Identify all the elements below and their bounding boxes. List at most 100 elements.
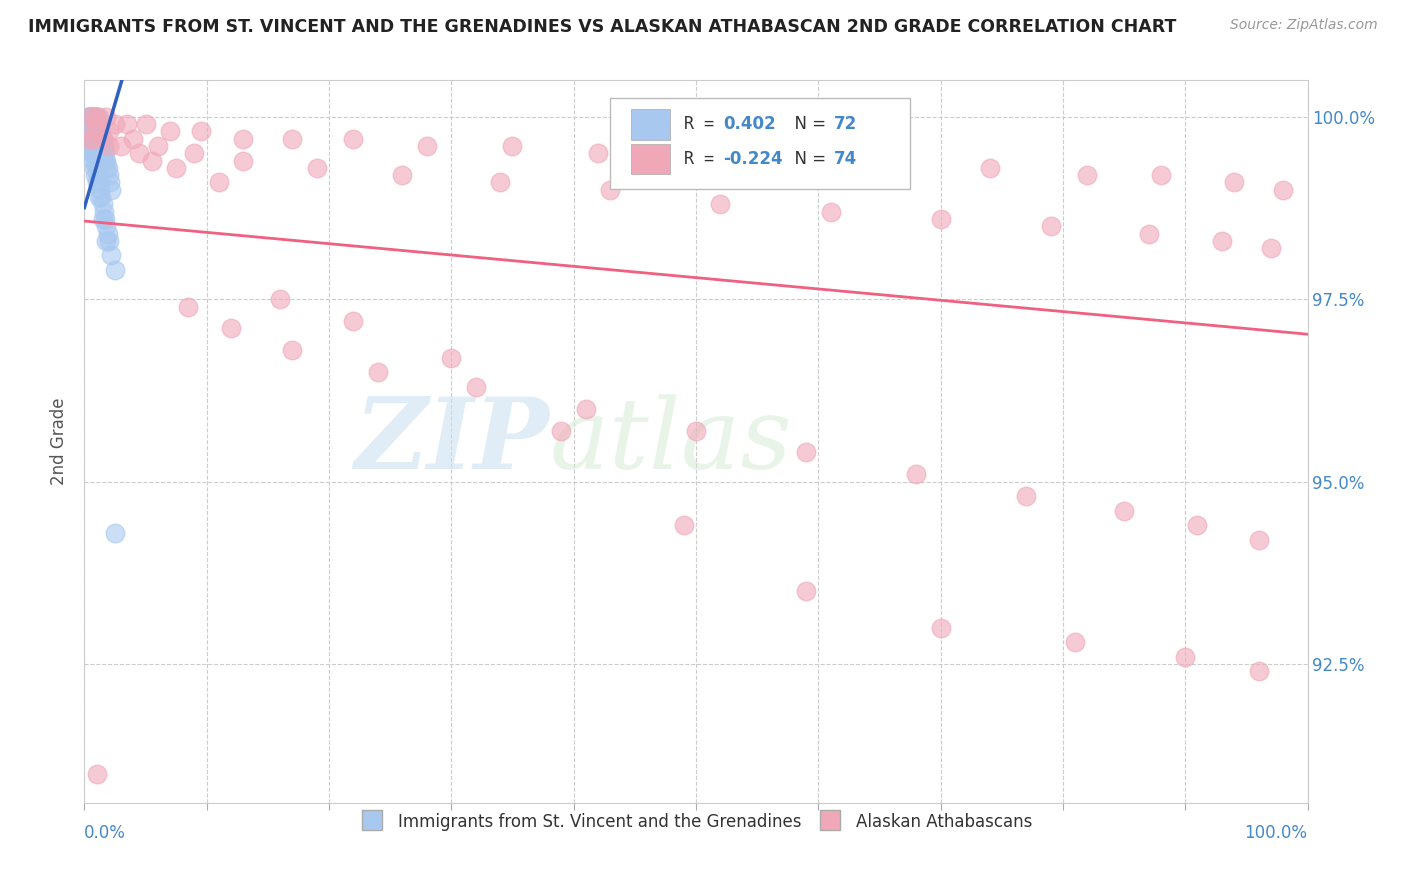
Point bbox=[79, 110, 101, 124]
Point bbox=[87, 117, 110, 131]
Point bbox=[281, 131, 304, 145]
Point bbox=[94, 211, 117, 226]
Point bbox=[1272, 183, 1295, 197]
Point bbox=[82, 110, 104, 124]
Point bbox=[84, 110, 107, 124]
Point bbox=[86, 766, 108, 780]
Point bbox=[586, 146, 609, 161]
Text: IMMIGRANTS FROM ST. VINCENT AND THE GRENADINES VS ALASKAN ATHABASCAN 2ND GRADE C: IMMIGRANTS FROM ST. VINCENT AND THE GREN… bbox=[28, 18, 1177, 36]
Point bbox=[90, 131, 112, 145]
Point bbox=[97, 234, 120, 248]
Point bbox=[305, 161, 328, 175]
Point bbox=[86, 161, 108, 175]
Point bbox=[96, 219, 118, 234]
Point bbox=[1174, 649, 1197, 664]
FancyBboxPatch shape bbox=[610, 98, 910, 189]
Point bbox=[502, 139, 524, 153]
Point bbox=[177, 300, 200, 314]
Point bbox=[783, 153, 806, 168]
Point bbox=[219, 321, 242, 335]
Point bbox=[599, 183, 621, 197]
Text: atlas: atlas bbox=[550, 394, 792, 489]
Point bbox=[96, 153, 118, 168]
Text: 74: 74 bbox=[834, 150, 858, 168]
Point bbox=[87, 110, 110, 124]
Point bbox=[232, 153, 254, 168]
Point bbox=[79, 110, 101, 124]
Point bbox=[104, 263, 127, 277]
Point bbox=[1137, 227, 1160, 241]
Point bbox=[91, 211, 114, 226]
Point bbox=[90, 131, 112, 145]
Point bbox=[97, 124, 120, 138]
Point bbox=[685, 146, 707, 161]
Point bbox=[80, 110, 103, 124]
Point bbox=[342, 314, 364, 328]
Point bbox=[929, 211, 952, 226]
Point bbox=[281, 343, 304, 358]
Point bbox=[84, 110, 107, 124]
Point bbox=[87, 190, 110, 204]
Point bbox=[79, 124, 101, 138]
Point bbox=[141, 153, 163, 168]
Point bbox=[79, 110, 101, 124]
Point bbox=[90, 190, 112, 204]
Text: -0.224: -0.224 bbox=[723, 150, 783, 168]
Point bbox=[77, 124, 100, 138]
Point bbox=[94, 153, 117, 168]
Point bbox=[91, 197, 114, 211]
Point bbox=[84, 153, 107, 168]
Point bbox=[83, 124, 105, 138]
Point bbox=[96, 234, 118, 248]
Point bbox=[685, 424, 707, 438]
Point bbox=[89, 124, 111, 138]
Point bbox=[820, 204, 842, 219]
Point bbox=[97, 139, 120, 153]
Text: 0.0%: 0.0% bbox=[84, 824, 127, 842]
Point bbox=[183, 146, 205, 161]
Point bbox=[86, 110, 108, 124]
Point bbox=[575, 401, 598, 416]
Point bbox=[550, 424, 572, 438]
Point bbox=[416, 139, 439, 153]
Point bbox=[91, 131, 114, 145]
Point bbox=[77, 110, 100, 124]
Point bbox=[128, 146, 150, 161]
Point bbox=[91, 139, 114, 153]
Point bbox=[89, 183, 111, 197]
Point bbox=[1187, 518, 1209, 533]
Point bbox=[80, 146, 103, 161]
Point bbox=[146, 139, 169, 153]
Legend: Immigrants from St. Vincent and the Grenadines, Alaskan Athabascans: Immigrants from St. Vincent and the Gren… bbox=[353, 806, 1039, 838]
Point bbox=[464, 380, 486, 394]
Point bbox=[77, 110, 100, 124]
Point bbox=[1064, 635, 1087, 649]
Point bbox=[86, 110, 108, 124]
Point bbox=[440, 351, 463, 365]
Point bbox=[104, 525, 127, 540]
Point bbox=[190, 124, 212, 138]
Point bbox=[104, 117, 127, 131]
Point bbox=[91, 131, 114, 145]
Point bbox=[86, 117, 108, 131]
Y-axis label: 2nd Grade: 2nd Grade bbox=[51, 398, 69, 485]
Point bbox=[82, 153, 104, 168]
Point bbox=[97, 168, 120, 182]
Point bbox=[391, 168, 413, 182]
Point bbox=[96, 110, 118, 124]
Point bbox=[880, 153, 903, 168]
Point bbox=[794, 445, 817, 459]
Point bbox=[115, 117, 138, 131]
Text: 100.0%: 100.0% bbox=[1244, 824, 1308, 842]
Point bbox=[82, 110, 104, 124]
Point bbox=[1039, 219, 1062, 234]
Point bbox=[672, 518, 695, 533]
Point bbox=[97, 161, 120, 175]
Point bbox=[77, 131, 100, 145]
Text: 0.402: 0.402 bbox=[723, 115, 776, 133]
Point bbox=[1211, 234, 1233, 248]
Point bbox=[83, 146, 105, 161]
Text: Source: ZipAtlas.com: Source: ZipAtlas.com bbox=[1230, 18, 1378, 32]
Point bbox=[77, 117, 100, 131]
Point bbox=[87, 117, 110, 131]
